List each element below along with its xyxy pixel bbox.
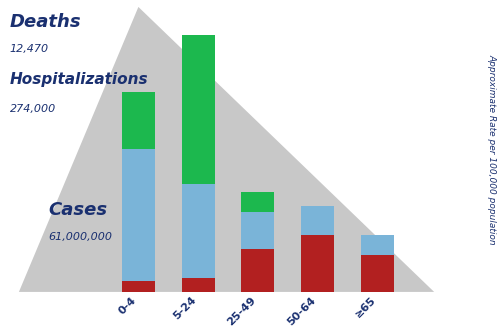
Bar (122, 149, 155, 292)
Polygon shape (19, 7, 434, 292)
Bar (361, 264, 394, 292)
Bar (361, 235, 394, 292)
Bar (182, 278, 215, 292)
Y-axis label: Approximate Rate per 100,000 population: Approximate Rate per 100,000 population (487, 54, 496, 245)
Bar (301, 243, 334, 292)
Text: 274,000: 274,000 (10, 104, 56, 114)
Bar (182, 184, 215, 292)
Bar (122, 281, 155, 292)
Bar (182, 35, 215, 292)
Bar (241, 192, 274, 292)
Text: Hospitalizations: Hospitalizations (10, 72, 148, 88)
Bar (301, 206, 334, 292)
Text: Cases: Cases (49, 201, 108, 219)
Text: 12,470: 12,470 (10, 44, 49, 54)
Bar (122, 93, 155, 292)
Bar (361, 255, 394, 292)
Bar (241, 249, 274, 292)
Text: 61,000,000: 61,000,000 (49, 232, 113, 242)
Text: Deaths: Deaths (10, 13, 81, 31)
Bar (241, 212, 274, 292)
Bar (301, 235, 334, 292)
